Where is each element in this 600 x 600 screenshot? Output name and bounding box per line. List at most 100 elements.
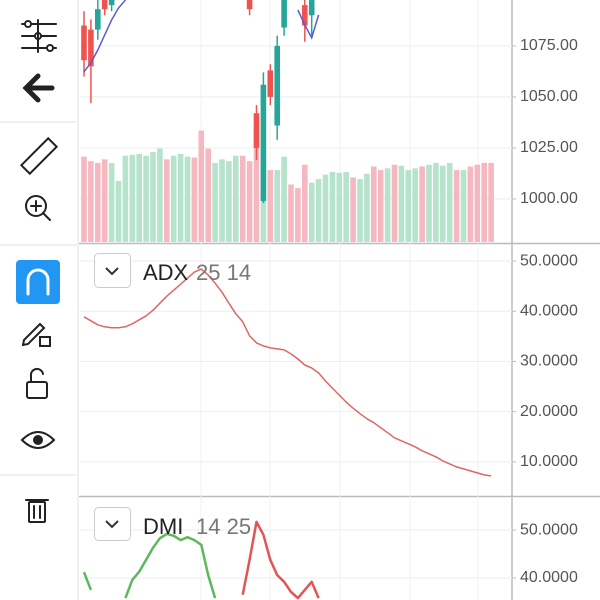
panel <box>79 0 512 242</box>
volume-bar <box>405 170 412 242</box>
indicator-params: 14 25 <box>196 514 251 539</box>
volume-bar <box>474 164 481 242</box>
dmi-header: DMI 14 25 <box>94 507 251 541</box>
y-tick-label: 40.0000 <box>520 302 578 319</box>
zoom-tool[interactable] <box>25 195 51 221</box>
volume-bar <box>364 173 370 242</box>
unlock-button[interactable] <box>26 367 48 399</box>
moving-average-line <box>83 0 320 73</box>
candle-body <box>281 0 287 28</box>
volume-bar <box>302 164 308 242</box>
volume-bar <box>440 165 446 242</box>
y-tick-label: 1075.00 <box>520 37 578 54</box>
volume-bar <box>246 161 253 242</box>
volume-bar <box>398 165 405 242</box>
y-tick-label: 20.0000 <box>520 403 578 420</box>
chart-layer: 1100.00 1075.00 1050.00 1025.00 1000.00 50.00… <box>79 0 578 600</box>
magnet-button[interactable] <box>16 260 60 304</box>
candle-body <box>260 84 267 201</box>
volume-bar <box>184 156 191 242</box>
volume-bar <box>95 162 101 242</box>
y-tick-label: 1100.00 <box>520 0 577 3</box>
y-tick-label: 50.0000 <box>520 521 578 538</box>
volume-bar <box>191 157 198 242</box>
chevron <box>105 520 119 529</box>
volume-bar <box>115 180 122 242</box>
y-tick-label: 30.0000 <box>520 353 578 370</box>
candle-body <box>101 0 108 10</box>
volume-bar <box>343 171 349 242</box>
volume-bar <box>453 170 460 242</box>
volume-bar <box>315 179 322 242</box>
volume-bar <box>336 172 343 242</box>
indicator-line <box>83 268 492 477</box>
volume-bar <box>391 164 398 242</box>
candle-body <box>95 9 101 30</box>
toolbar <box>0 0 79 600</box>
y-tick-label: 40.0000 <box>520 569 578 586</box>
delete-button[interactable] <box>25 499 49 523</box>
panel <box>79 520 512 600</box>
volume-bar <box>446 162 453 242</box>
volume-bar <box>170 155 177 242</box>
volume-bar <box>357 179 363 242</box>
candle-body <box>308 0 315 16</box>
candle-body <box>81 25 87 61</box>
volume-bar <box>81 156 87 242</box>
indicator-line <box>82 532 217 599</box>
volume-bar <box>143 155 149 242</box>
candle-body <box>246 0 253 10</box>
settings-button[interactable] <box>21 19 57 53</box>
volume-bar <box>233 155 239 242</box>
volume-bar <box>384 168 391 242</box>
collapse-button[interactable] <box>94 507 131 541</box>
draw-lock-button[interactable] <box>21 322 51 347</box>
volume-bar <box>226 161 232 242</box>
volume-bar <box>253 127 260 242</box>
volume-bar <box>205 148 211 242</box>
volume-bar <box>281 156 287 242</box>
volume-bar <box>295 188 301 242</box>
volume-bar <box>288 184 294 242</box>
adx-header: ADX 25 14 <box>94 253 251 288</box>
panel <box>79 260 512 477</box>
volume-bar <box>350 177 356 242</box>
volume-bar <box>101 159 108 242</box>
volume-bar <box>419 166 425 242</box>
volume-bar <box>460 170 467 242</box>
chevron <box>105 267 119 276</box>
ruler-tool[interactable] <box>19 136 59 176</box>
y-tick-label: 50.0000 <box>520 252 578 269</box>
candle-body <box>88 29 94 67</box>
volume-bar <box>322 174 329 242</box>
candle-body <box>267 70 274 97</box>
back-button[interactable] <box>22 73 55 103</box>
volume-bar <box>150 152 156 242</box>
indicator-name: DMI <box>143 514 183 539</box>
volume-bar <box>371 166 377 242</box>
volume-bar <box>481 162 487 242</box>
vertical-grid <box>200 0 479 600</box>
volume-bar <box>274 170 280 242</box>
volume-bar <box>164 159 170 242</box>
volume-bar <box>177 153 184 242</box>
indicator-params: 25 14 <box>196 260 251 285</box>
volume-bar <box>88 161 94 242</box>
visibility-button[interactable] <box>20 431 56 449</box>
volume-bar <box>267 170 274 242</box>
volume-bar <box>433 162 439 242</box>
candle-body <box>302 5 308 26</box>
volume-bar <box>219 159 225 242</box>
candle-body <box>274 45 280 126</box>
volume-bar <box>329 171 336 242</box>
y-tick-label: 1000.00 <box>520 190 578 207</box>
volume-bar <box>467 166 474 242</box>
y-tick-label: 1050.00 <box>520 88 578 105</box>
volume-bar <box>198 130 205 242</box>
volume-bar <box>157 148 163 242</box>
volume-bar <box>122 155 129 242</box>
volume-bar <box>488 162 494 242</box>
volume-bar <box>308 182 315 242</box>
collapse-button[interactable] <box>94 253 131 288</box>
